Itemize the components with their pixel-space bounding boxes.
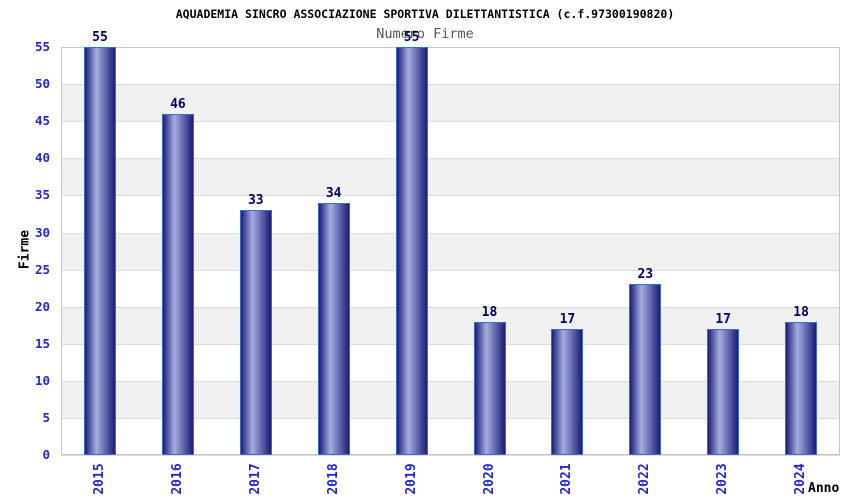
y-tick-label: 15: [34, 335, 50, 351]
gridline: [61, 306, 840, 308]
bar-value-label: 55: [403, 30, 420, 45]
y-tick-label: 5: [42, 409, 50, 425]
y-tick-label: 45: [34, 113, 50, 129]
bar: [239, 210, 272, 455]
bar: [317, 202, 350, 455]
gridline: [61, 121, 840, 123]
gridline: [61, 269, 840, 271]
bar-value-label: 18: [481, 304, 498, 320]
chart-title: AQUADEMIA SINCRO ASSOCIAZIONE SPORTIVA D…: [175, 7, 675, 21]
gridline: [61, 232, 840, 234]
y-tick-label: 20: [34, 298, 50, 314]
gridline: [61, 455, 840, 456]
bar-value-label: 23: [637, 267, 654, 283]
bar: [161, 113, 194, 455]
bar: [395, 47, 428, 455]
y-tick-label: 50: [34, 76, 50, 92]
x-tick-label: 2015: [92, 463, 107, 495]
gridline: [61, 343, 840, 345]
y-tick-label: 25: [34, 261, 50, 277]
bar-value-label: 34: [325, 185, 342, 201]
x-tick-label: 2019: [403, 463, 419, 495]
y-tick-label: 30: [34, 224, 50, 240]
x-tick-label: 2018: [325, 463, 341, 495]
bar-value-label: 55: [92, 30, 108, 45]
bar-value-label: 17: [559, 311, 576, 327]
bar-value-label: 17: [715, 311, 732, 327]
x-tick-label: 2020: [481, 463, 497, 495]
bar: [551, 328, 584, 455]
bar: [629, 284, 662, 455]
gridline: [61, 47, 840, 48]
gridline: [61, 158, 840, 160]
x-tick-label: 2016: [169, 463, 185, 495]
x-tick-label: 2021: [559, 463, 575, 495]
gridline: [61, 380, 840, 382]
y-tick-label: 0: [42, 447, 50, 462]
x-axis-label: Anno: [808, 481, 840, 496]
gridline: [61, 84, 840, 86]
x-tick-label: 2023: [715, 463, 731, 495]
gridline: [61, 417, 840, 419]
bar-value-label: 33: [247, 193, 264, 209]
y-tick-label: 55: [34, 39, 50, 54]
y-tick-label: 10: [34, 372, 50, 388]
x-tick-label: 2022: [637, 463, 653, 495]
bar-value-label: 46: [170, 96, 186, 112]
x-tick-label: 2024: [793, 463, 809, 495]
chart-subtitle: Numero Firme: [376, 26, 474, 42]
y-tick-label: 40: [34, 150, 50, 166]
bar-value-label: 18: [793, 304, 809, 320]
bar: [785, 321, 818, 455]
bar: [707, 328, 740, 455]
x-tick-label: 2017: [247, 463, 263, 495]
bar: [84, 47, 116, 455]
y-tick-label: 35: [34, 187, 50, 203]
bar: [473, 321, 506, 455]
gridline: [61, 195, 840, 197]
